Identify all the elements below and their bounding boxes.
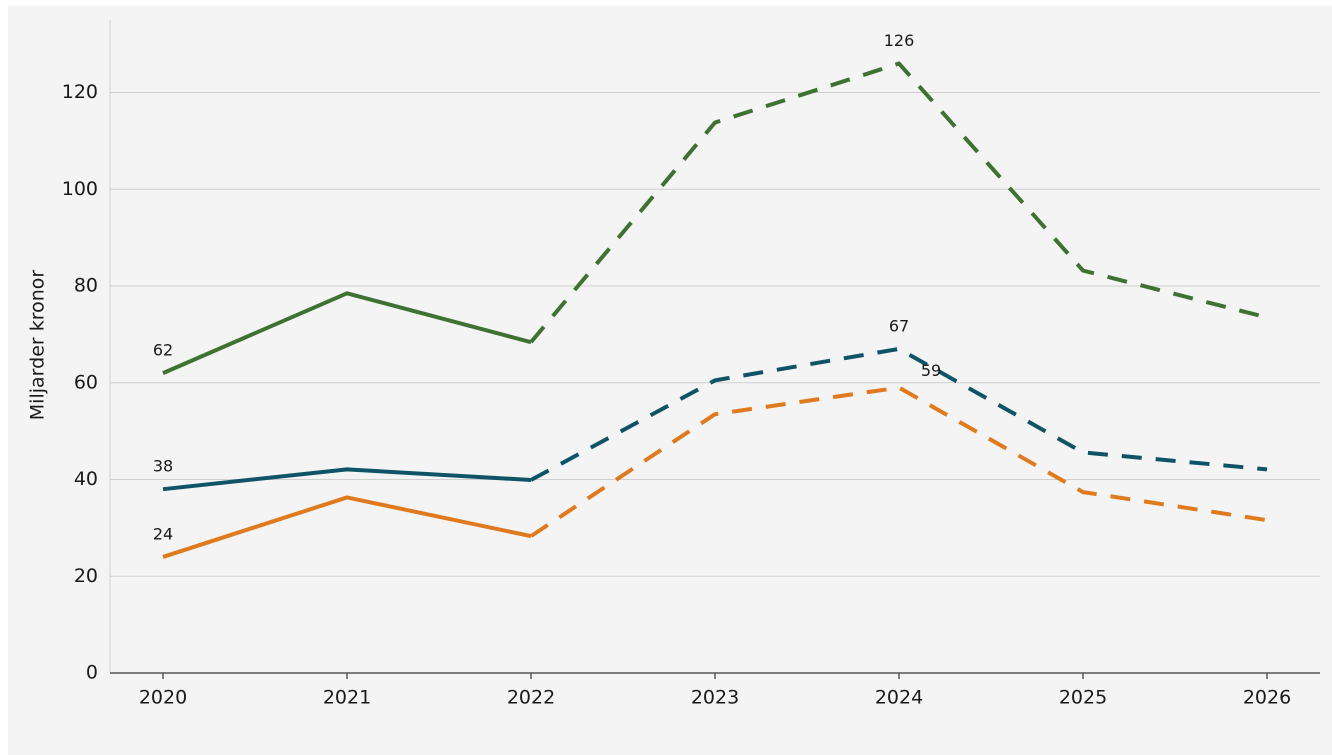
data-label: 24: [153, 524, 173, 543]
line-solid: [162, 467, 532, 492]
chart-background: [8, 6, 1332, 755]
x-tick-label: 2021: [323, 687, 371, 709]
x-tick-label: 2024: [875, 687, 923, 709]
line-solid: [162, 291, 532, 375]
y-axis-label: Miljarder kronor: [27, 270, 49, 421]
x-tick-label: 2020: [139, 687, 187, 709]
x-tick-label: 2025: [1059, 687, 1107, 709]
line-dashed: [529, 61, 1268, 344]
data-label: 38: [153, 457, 173, 476]
y-tick-label: 100: [62, 178, 98, 200]
data-label: 62: [153, 341, 173, 360]
y-tick-label: 40: [74, 468, 98, 490]
line-dashed: [529, 385, 1268, 538]
y-tick-label: 80: [74, 275, 98, 297]
line-dashed: [530, 346, 1268, 482]
y-tick-label: 0: [86, 662, 98, 684]
y-tick-label: 120: [62, 81, 98, 103]
data-label: 59: [921, 361, 941, 380]
x-tick-label: 2023: [691, 687, 739, 709]
y-tick-label: 60: [74, 371, 98, 393]
x-tick-label: 2022: [507, 687, 555, 709]
data-label: 67: [889, 316, 909, 335]
data-label: 126: [884, 31, 915, 50]
line-solid: [162, 495, 532, 559]
x-tick-label: 2026: [1243, 687, 1291, 709]
y-tick-label: 20: [74, 565, 98, 587]
